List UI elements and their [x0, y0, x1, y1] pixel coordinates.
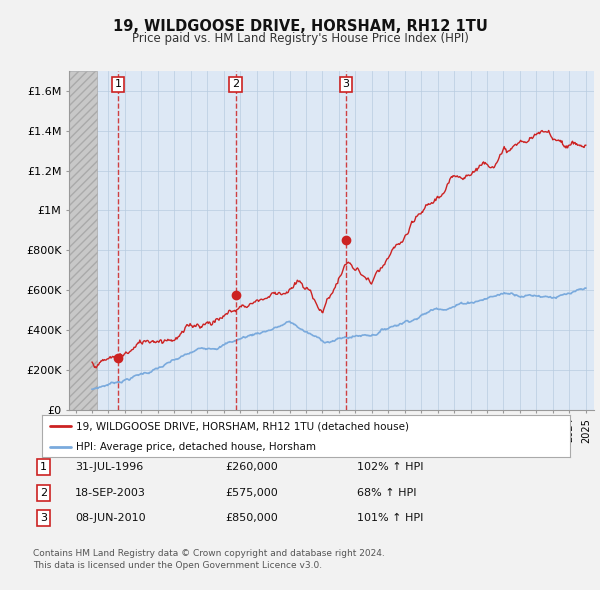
- Text: 18-SEP-2003: 18-SEP-2003: [75, 488, 146, 497]
- Text: This data is licensed under the Open Government Licence v3.0.: This data is licensed under the Open Gov…: [33, 561, 322, 570]
- Text: 19, WILDGOOSE DRIVE, HORSHAM, RH12 1TU: 19, WILDGOOSE DRIVE, HORSHAM, RH12 1TU: [113, 19, 487, 34]
- Text: 2: 2: [232, 79, 239, 89]
- Text: 2: 2: [40, 488, 47, 497]
- Text: £575,000: £575,000: [225, 488, 278, 497]
- Text: 31-JUL-1996: 31-JUL-1996: [75, 463, 143, 472]
- Bar: [69, 71, 97, 410]
- Text: HPI: Average price, detached house, Horsham: HPI: Average price, detached house, Hors…: [76, 442, 316, 451]
- Text: 3: 3: [40, 513, 47, 523]
- Text: 1: 1: [115, 79, 122, 89]
- Text: 19, WILDGOOSE DRIVE, HORSHAM, RH12 1TU (detached house): 19, WILDGOOSE DRIVE, HORSHAM, RH12 1TU (…: [76, 421, 409, 431]
- Text: 08-JUN-2010: 08-JUN-2010: [75, 513, 146, 523]
- Text: 1: 1: [40, 463, 47, 472]
- Text: 68% ↑ HPI: 68% ↑ HPI: [357, 488, 416, 497]
- Text: Price paid vs. HM Land Registry's House Price Index (HPI): Price paid vs. HM Land Registry's House …: [131, 32, 469, 45]
- Text: Contains HM Land Registry data © Crown copyright and database right 2024.: Contains HM Land Registry data © Crown c…: [33, 549, 385, 558]
- Text: 3: 3: [343, 79, 350, 89]
- Text: £850,000: £850,000: [225, 513, 278, 523]
- Text: 102% ↑ HPI: 102% ↑ HPI: [357, 463, 424, 472]
- Text: £260,000: £260,000: [225, 463, 278, 472]
- Text: 101% ↑ HPI: 101% ↑ HPI: [357, 513, 424, 523]
